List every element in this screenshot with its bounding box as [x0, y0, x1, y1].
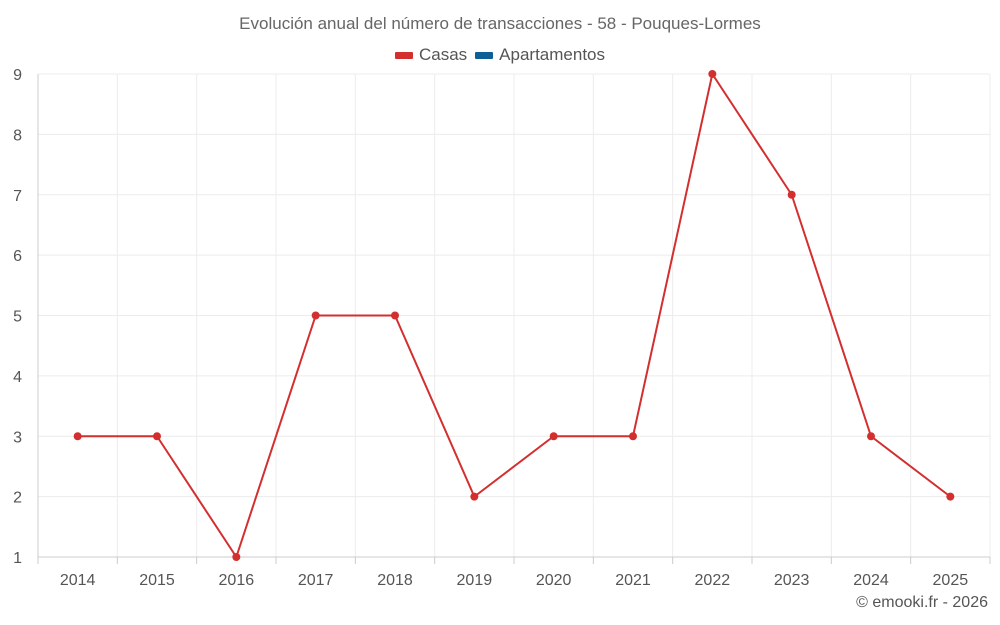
grid	[37, 73, 991, 557]
credit-text: © emooki.fr - 2026	[856, 594, 988, 611]
y-tick-label: 2	[13, 490, 22, 507]
x-tick-label: 2017	[298, 572, 334, 589]
series	[73, 70, 955, 561]
x-tick-label: 2018	[377, 572, 413, 589]
legend-item-apartamentos[interactable]: Apartamentos	[475, 45, 605, 65]
legend-item-casas[interactable]: Casas	[394, 45, 468, 65]
y-tick-label: 6	[13, 248, 22, 265]
x-tick-label: 2025	[933, 572, 969, 589]
x-tick-label: 2023	[774, 572, 810, 589]
data-point-casas-2014	[73, 432, 82, 441]
legend-swatch-casas	[394, 51, 413, 59]
legend: Casas Apartamentos	[0, 45, 1000, 65]
y-tick-label: 3	[13, 429, 22, 446]
y-tick-label: 5	[13, 309, 22, 326]
legend-swatch-apartamentos	[475, 51, 494, 59]
x-tick-label: 2024	[853, 572, 889, 589]
series-line-casas	[77, 73, 951, 558]
data-point-casas-2021	[629, 432, 637, 441]
y-tick-label: 1	[13, 550, 22, 567]
y-tick-label: 9	[13, 67, 22, 84]
x-tick-label: 2021	[615, 572, 651, 589]
data-point-casas-2019	[470, 492, 479, 501]
data-point-casas-2025	[946, 492, 955, 501]
data-point-casas-2023	[787, 190, 796, 199]
x-tick-label: 2020	[536, 572, 572, 589]
data-point-casas-2024	[867, 432, 875, 441]
legend-label-apartamentos: Apartamentos	[499, 45, 606, 64]
x-tick-label: 2016	[219, 572, 255, 589]
data-point-casas-2018	[391, 311, 399, 320]
y-tick-label: 7	[13, 188, 22, 205]
data-point-casas-2020	[549, 432, 558, 441]
data-point-casas-2022	[708, 70, 717, 78]
x-tick-label: 2015	[139, 572, 175, 589]
legend-label-casas: Casas	[418, 45, 468, 64]
data-point-casas-2015	[153, 432, 161, 441]
x-tick-label: 2014	[60, 572, 96, 589]
x-tick-label: 2022	[695, 572, 731, 589]
chart-title: Evolución anual del número de transaccio…	[239, 14, 761, 33]
y-tick-label: 4	[13, 369, 22, 386]
data-point-casas-2016	[232, 553, 241, 561]
data-point-casas-2017	[311, 311, 320, 320]
axes: 1 2 3 4 5 6 7 8 9 2014 2015 2016 2017 2018 2019 2020 202…	[13, 67, 991, 589]
x-tick-label: 2019	[457, 572, 493, 589]
y-tick-label: 8	[13, 127, 22, 144]
